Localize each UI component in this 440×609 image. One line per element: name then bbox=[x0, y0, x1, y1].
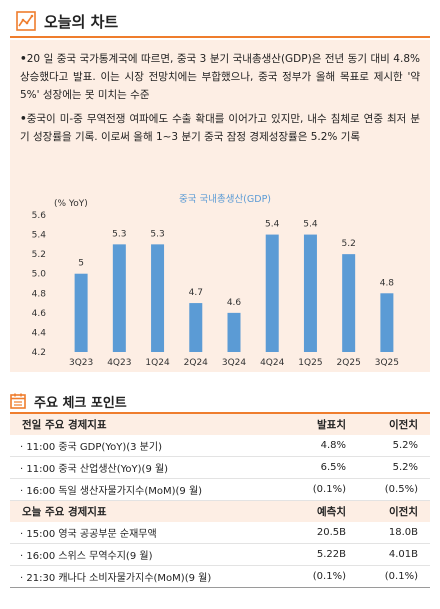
indicator-name: · 16:00 독일 생산자물가지수(MoM)(9 월) bbox=[10, 478, 274, 501]
checkpoint-title: 주요 체크 포인트 bbox=[34, 395, 127, 411]
x-tick-label: 4Q23 bbox=[107, 358, 131, 368]
previous-value: 4.01B bbox=[350, 543, 430, 566]
indicator-name: · 11:00 중국 산업생산(YoY)(9 월) bbox=[10, 456, 274, 479]
indicator-name: · 16:00 스위스 무역수지(9 월) bbox=[10, 543, 274, 566]
indicators-table: 전일 주요 경제지표 발표치 이전치 · 11:00 중국 GDP(YoY)(3… bbox=[10, 414, 430, 588]
forecast-value: (0.1%) bbox=[274, 565, 350, 588]
x-tick-label: 3Q24 bbox=[222, 358, 247, 368]
previous-value: 5.2% bbox=[350, 435, 430, 457]
checkpoint-divider bbox=[10, 412, 430, 414]
summary-bullet-text: 20 일 중국 국가통계국에 따르면, 중국 3 분기 국내총생산(GDP)은 … bbox=[20, 53, 420, 101]
previous-value: (0.5%) bbox=[350, 478, 430, 501]
summary-panel: •20 일 중국 국가통계국에 따르면, 중국 3 분기 국내총생산(GDP)은… bbox=[10, 40, 430, 182]
table-row: · 16:00 독일 생산자물가지수(MoM)(9 월) (0.1%) (0.5… bbox=[10, 478, 430, 501]
bar-value-label: 5.4 bbox=[265, 220, 280, 230]
y-axis-unit-label: (% YoY) bbox=[54, 199, 88, 209]
forecast-value: 20.5B bbox=[274, 522, 350, 544]
x-tick-label: 1Q24 bbox=[145, 358, 170, 368]
summary-bullet-text: 중국이 미-중 무역전쟁 여파에도 수출 확대를 이어가고 있지만, 내수 침체… bbox=[20, 113, 420, 143]
chart-section-header: 오늘의 차트 bbox=[10, 6, 430, 36]
x-tick-label: 1Q25 bbox=[298, 358, 322, 368]
column-header: 오늘 주요 경제지표 bbox=[10, 500, 274, 522]
indicator-name: · 11:00 중국 GDP(YoY)(3 분기) bbox=[10, 435, 274, 457]
bar bbox=[74, 273, 88, 352]
bar-value-label: 4.8 bbox=[380, 278, 395, 288]
chart-line-icon bbox=[16, 11, 36, 31]
bar bbox=[189, 303, 203, 352]
actual-value: 4.8% bbox=[274, 435, 350, 457]
today-header: 오늘 주요 경제지표 예측치 이전치 bbox=[10, 500, 430, 522]
bar-value-label: 5.3 bbox=[112, 229, 126, 239]
table-row: · 11:00 중국 GDP(YoY)(3 분기) 4.8% 5.2% bbox=[10, 435, 430, 457]
previous-value: 5.2% bbox=[350, 456, 430, 479]
column-header: 발표치 bbox=[274, 414, 350, 435]
table-row: · 15:00 영국 공공부문 순재무액 20.5B 18.0B bbox=[10, 522, 430, 544]
bar-value-label: 5 bbox=[78, 259, 84, 269]
bar bbox=[342, 254, 356, 352]
y-tick-label: 4.2 bbox=[32, 348, 46, 358]
bar-value-label: 5.4 bbox=[303, 220, 318, 230]
table-row: · 16:00 스위스 무역수지(9 월) 5.22B 4.01B bbox=[10, 543, 430, 566]
bar-value-label: 5.2 bbox=[342, 239, 356, 249]
actual-value: (0.1%) bbox=[274, 478, 350, 501]
bar-series: 5 5.3 5.3 4.7 4.6 5.4 5.4 5.2 4.8 bbox=[74, 220, 395, 352]
column-header: 전일 주요 경제지표 bbox=[10, 414, 274, 435]
column-header: 이전치 bbox=[350, 414, 430, 435]
summary-bullet: •20 일 중국 국가통계국에 따르면, 중국 3 분기 국내총생산(GDP)은… bbox=[20, 53, 420, 101]
bar bbox=[151, 244, 165, 352]
table-row: · 11:00 중국 산업생산(YoY)(9 월) 6.5% 5.2% bbox=[10, 456, 430, 479]
x-tick-label: 2Q25 bbox=[337, 358, 361, 368]
y-axis-ticks: 4.2 4.4 4.6 4.8 5.0 5.2 5.4 5.6 bbox=[32, 211, 47, 358]
x-tick-label: 4Q24 bbox=[260, 358, 285, 368]
calendar-icon bbox=[10, 393, 26, 409]
checkpoint-section-header: 주요 체크 포인트 bbox=[10, 390, 430, 412]
forecast-value: 5.22B bbox=[274, 543, 350, 566]
bar-value-label: 4.7 bbox=[189, 288, 203, 298]
bar bbox=[112, 244, 126, 352]
summary-bullet: •중국이 미-중 무역전쟁 여파에도 수출 확대를 이어가고 있지만, 내수 침… bbox=[20, 113, 420, 143]
gdp-chart: 중국 국내총생산(GDP) (% YoY) 4.2 4.4 4.6 4.8 5.0 5.2… bbox=[10, 182, 430, 372]
previous-value: 18.0B bbox=[350, 522, 430, 544]
title-divider bbox=[10, 36, 430, 38]
column-header: 예측치 bbox=[274, 500, 350, 522]
y-tick-label: 5.6 bbox=[32, 211, 47, 221]
bar-value-label: 5.3 bbox=[150, 229, 164, 239]
bar bbox=[380, 293, 394, 352]
bar bbox=[303, 234, 317, 352]
y-tick-label: 4.6 bbox=[32, 309, 47, 319]
page-title: 오늘의 차트 bbox=[44, 12, 119, 31]
y-tick-label: 4.8 bbox=[32, 289, 47, 299]
actual-value: 6.5% bbox=[274, 456, 350, 479]
y-tick-label: 5.0 bbox=[32, 270, 47, 280]
x-axis-ticks: 3Q23 4Q23 1Q24 2Q24 3Q24 4Q24 1Q25 2Q25 3Q25 bbox=[69, 358, 399, 368]
table-row: · 21:30 캐나다 소비자물가지수(MoM)(9 월) (0.1%) (0.… bbox=[10, 565, 430, 588]
gdp-bar-chart: 중국 국내총생산(GDP) (% YoY) 4.2 4.4 4.6 4.8 5.0 5.2… bbox=[32, 194, 399, 368]
chart-title: 중국 국내총생산(GDP) bbox=[179, 194, 271, 205]
bar bbox=[265, 234, 279, 352]
x-tick-label: 3Q25 bbox=[375, 358, 399, 368]
y-tick-label: 5.2 bbox=[32, 250, 46, 260]
previous-day-header: 전일 주요 경제지표 발표치 이전치 bbox=[10, 414, 430, 435]
column-header: 이전치 bbox=[350, 500, 430, 522]
bar bbox=[227, 312, 241, 352]
x-tick-label: 3Q23 bbox=[69, 358, 93, 368]
x-tick-label: 2Q24 bbox=[184, 358, 209, 368]
indicator-name: · 15:00 영국 공공부문 순재무액 bbox=[10, 522, 274, 544]
y-tick-label: 4.4 bbox=[32, 328, 47, 338]
bar-value-label: 4.6 bbox=[227, 298, 242, 308]
indicator-name: · 21:30 캐나다 소비자물가지수(MoM)(9 월) bbox=[10, 565, 274, 588]
y-tick-label: 5.4 bbox=[32, 231, 47, 241]
previous-value: (0.1%) bbox=[350, 565, 430, 588]
